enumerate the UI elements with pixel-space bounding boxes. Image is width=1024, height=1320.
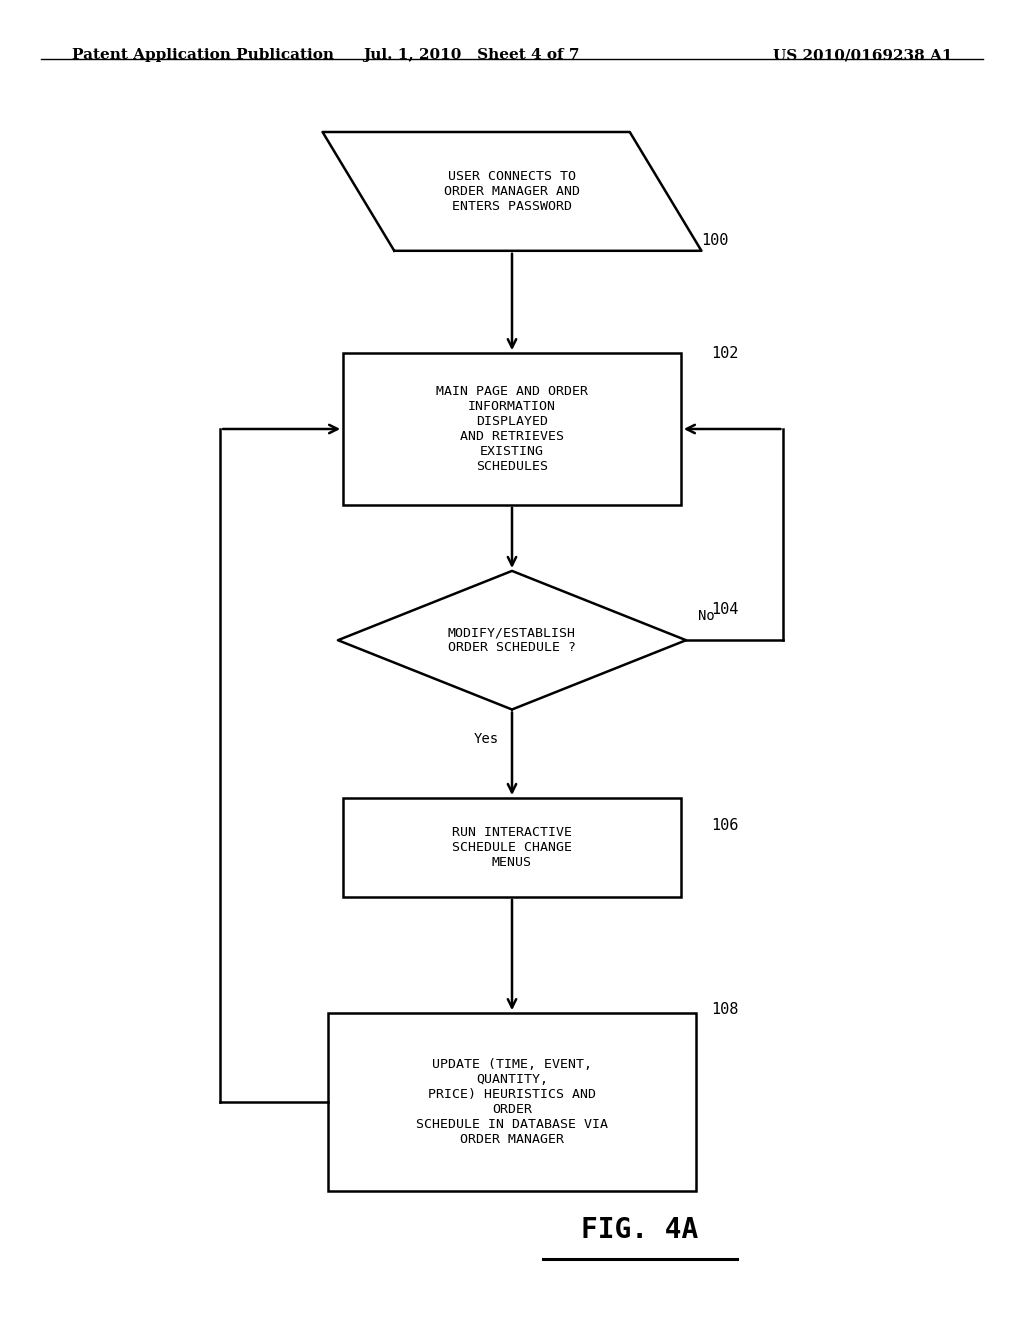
Text: 100: 100	[701, 232, 729, 248]
Text: 102: 102	[712, 346, 739, 362]
Text: Patent Application Publication: Patent Application Publication	[72, 49, 334, 62]
Text: Yes: Yes	[474, 731, 499, 746]
Text: No: No	[698, 610, 715, 623]
Text: 108: 108	[712, 1002, 739, 1018]
Text: FIG. 4A: FIG. 4A	[582, 1216, 698, 1245]
Text: 106: 106	[712, 817, 739, 833]
Bar	[343, 354, 681, 504]
Bar	[343, 797, 681, 898]
Text: MODIFY/ESTABLISH
ORDER SCHEDULE ?: MODIFY/ESTABLISH ORDER SCHEDULE ?	[449, 626, 575, 655]
Text: 104: 104	[712, 602, 739, 618]
Text: RUN INTERACTIVE
SCHEDULE CHANGE
MENUS: RUN INTERACTIVE SCHEDULE CHANGE MENUS	[452, 826, 572, 869]
Text: UPDATE (TIME, EVENT,
QUANTITY,
PRICE) HEURISTICS AND
ORDER
SCHEDULE IN DATABASE : UPDATE (TIME, EVENT, QUANTITY, PRICE) HE…	[416, 1059, 608, 1146]
Text: US 2010/0169238 A1: US 2010/0169238 A1	[773, 49, 952, 62]
Text: MAIN PAGE AND ORDER
INFORMATION
DISPLAYED
AND RETRIEVES
EXISTING
SCHEDULES: MAIN PAGE AND ORDER INFORMATION DISPLAYE…	[436, 385, 588, 473]
Text: Jul. 1, 2010   Sheet 4 of 7: Jul. 1, 2010 Sheet 4 of 7	[362, 49, 580, 62]
Text: USER CONNECTS TO
ORDER MANAGER AND
ENTERS PASSWORD: USER CONNECTS TO ORDER MANAGER AND ENTER…	[444, 170, 580, 213]
Bar	[328, 1014, 696, 1191]
